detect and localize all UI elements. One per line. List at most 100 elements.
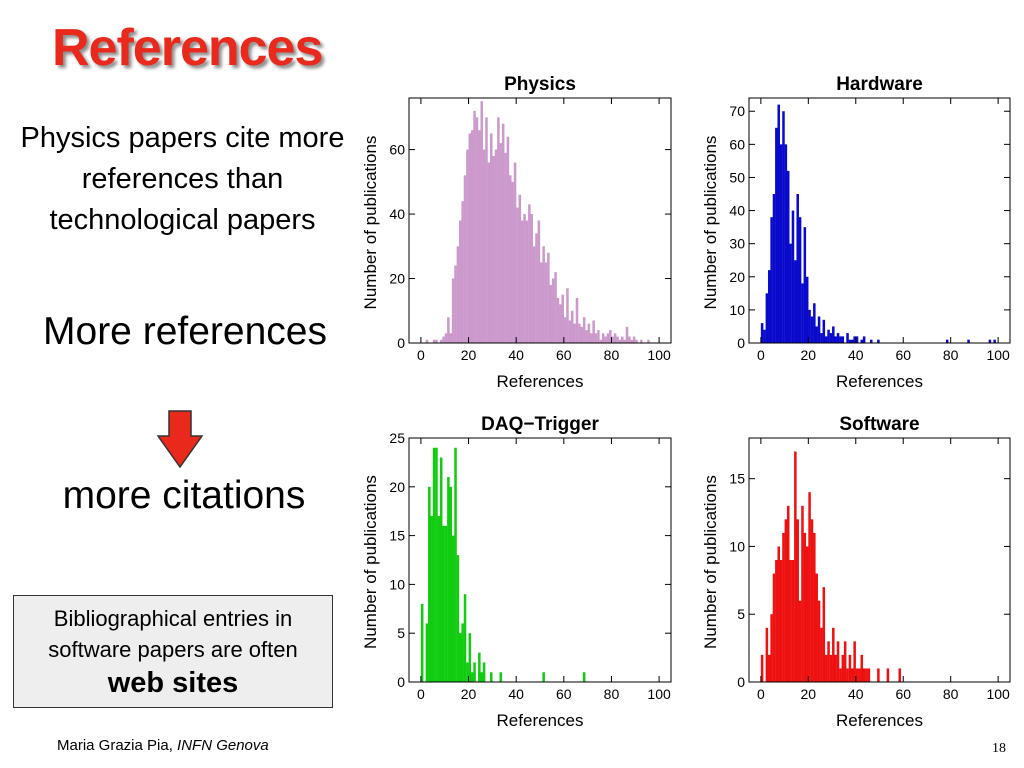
software-bar [836,641,840,682]
software-x-tick-label: 20 [801,686,817,702]
daq-trigger-x-tick-label: 60 [556,686,572,702]
hardware-bar [877,339,880,343]
daq-trigger-bar [444,525,448,682]
software-bar [877,668,880,682]
daq-trigger-y-tick-label: 0 [397,674,405,690]
software-x-tick-label: 80 [943,686,959,702]
daq-trigger-bar [432,447,436,682]
daq-trigger-bar [473,662,476,682]
hardware-bar [829,333,833,343]
physics-bar [523,214,526,343]
software-x-tick-label: 100 [986,686,1010,702]
hardware-y-tick-label: 40 [729,203,745,219]
physics-bar [554,272,557,343]
hardware-bar [801,283,804,343]
hardware-x-tick-label: 100 [986,347,1010,363]
physics-bar [618,339,622,343]
physics-bar [475,117,479,343]
physics-bar [540,262,543,343]
software-bar [779,560,783,682]
hardware-bar [767,270,771,343]
hardware-bar [782,111,785,343]
physics-bar [463,175,467,343]
software-bar [775,560,778,682]
hardware-bar [817,316,821,343]
physics-bar [599,339,603,343]
physics-bar [444,333,448,343]
hardware-bar [770,217,773,343]
hardware-bar [848,339,852,343]
physics-bar [570,310,574,343]
physics-bar [478,130,481,343]
note-line-2: software papers are often [48,637,298,662]
daq-trigger-bar [451,535,455,682]
physics-bar [487,162,491,343]
physics-bar [620,336,624,343]
hardware-y-tick-label: 20 [729,269,745,285]
physics-y-tick-label: 40 [389,206,405,222]
physics-bar [501,123,505,343]
physics-plot-frame [408,97,672,344]
physics-bar [516,207,519,343]
physics-bar [575,297,579,343]
physics-bar [451,278,455,343]
daq-trigger-bar [449,486,453,682]
software-y-tick-label: 0 [737,674,745,690]
physics-x-axis-label: References [497,372,584,391]
physics-bar [542,246,545,343]
hardware-bar [993,339,996,343]
physics-bar [561,294,564,343]
hardware-bar [796,194,799,343]
hardware-x-tick-label: 60 [895,347,911,363]
daq-trigger-bar [456,555,460,682]
physics-bar [606,333,610,343]
physics-bar [578,323,581,343]
physics-bar [611,336,614,343]
software-bar [841,654,845,682]
software-bar [898,668,902,682]
physics-bar [547,252,550,343]
software-x-tick-label: 60 [895,686,911,702]
daq-trigger-x-tick-label: 100 [647,686,671,702]
physics-bar [425,339,429,343]
daq-trigger-bar [439,457,443,682]
daq-trigger-bar [478,652,481,682]
hardware-bar [853,336,856,343]
software-bar [765,627,769,682]
hardware-x-tick-label: 40 [848,347,864,363]
hardware-x-axis-label: References [836,372,923,391]
physics-bar [551,278,555,343]
daq-trigger-x-axis-label: References [497,711,584,730]
more-citations-text: more citations [62,474,306,517]
physics-bar [535,233,538,343]
physics-bar [544,262,548,343]
hardware-bar [967,339,970,343]
software-bar [855,668,859,682]
daq-trigger-y-tick-label: 15 [389,528,405,544]
software-bar [867,668,871,682]
daq-trigger-bar [437,516,441,682]
daq-trigger-bar [428,486,431,682]
hardware-bar [786,170,790,343]
physics-x-tick-label: 0 [417,347,425,363]
physics-bar [563,317,567,343]
software-bar [808,492,811,682]
hardware-bar [803,227,807,343]
physics-bar [499,143,503,343]
physics-bar [485,117,488,343]
software-bar [851,668,854,682]
physics-bar [559,304,562,343]
physics-bar [456,246,460,343]
hardware-bar [789,243,792,343]
physics-bar [442,336,445,343]
hardware-bar [772,194,776,343]
down-arrow-icon [157,410,203,468]
software-bar [810,519,814,682]
physics-bar [449,333,453,343]
hardware-bar [822,319,826,343]
daq-trigger-y-axis-label: Number of publications [361,475,380,649]
physics-bar [587,323,591,343]
software-bar [834,654,837,682]
software-bar [767,654,771,682]
physics-x-tick-label: 40 [508,347,524,363]
